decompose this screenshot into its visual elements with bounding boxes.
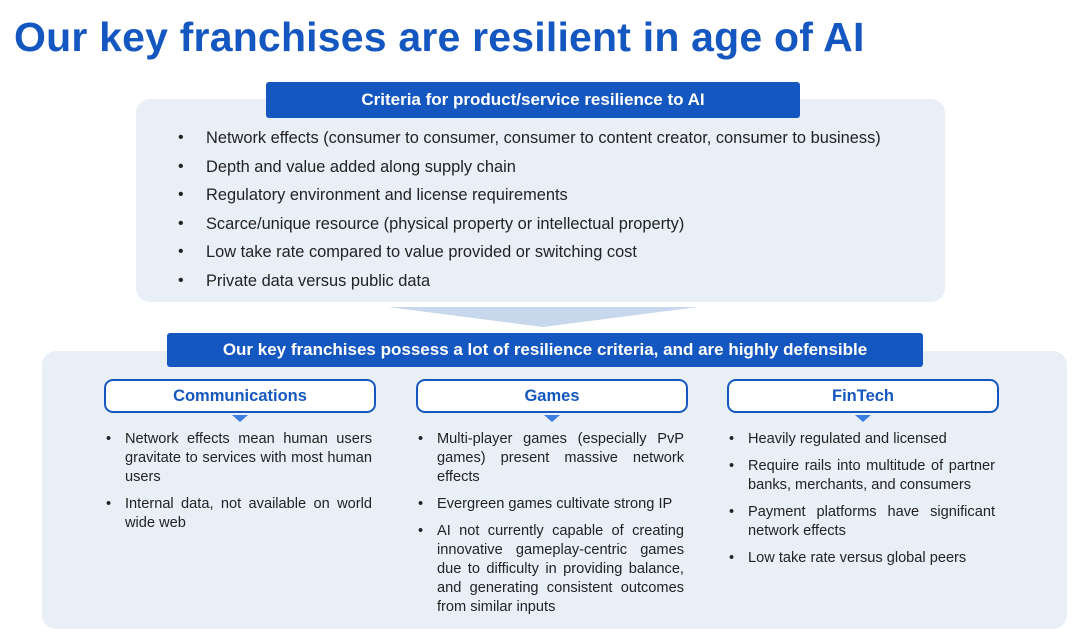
list-item: Heavily regulated and licensed — [727, 430, 999, 449]
summary-header: Our key franchises possess a lot of resi… — [167, 333, 923, 367]
list-item: Internal data, not available on world wi… — [104, 495, 376, 533]
criteria-list: Network effects (consumer to consumer, c… — [178, 124, 881, 296]
column-title-communications: Communications — [104, 379, 376, 413]
list-item: Evergreen games cultivate strong IP — [416, 495, 688, 514]
communications-list: Network effects mean human users gravita… — [104, 430, 376, 533]
pointer-down-icon — [232, 415, 248, 422]
criteria-item: Depth and value added along supply chain — [178, 153, 881, 182]
list-item: Network effects mean human users gravita… — [104, 430, 376, 487]
column-games: Games Multi-player games (especially PvP… — [416, 379, 688, 625]
list-item: Payment platforms have significant netwo… — [727, 503, 999, 541]
list-item: Require rails into multitude of partner … — [727, 457, 999, 495]
list-item: Multi-player games (especially PvP games… — [416, 430, 688, 487]
pointer-down-icon — [855, 415, 871, 422]
criteria-item: Regulatory environment and license requi… — [178, 181, 881, 210]
pointer-down-icon — [544, 415, 560, 422]
criteria-item: Scarce/unique resource (physical propert… — [178, 210, 881, 239]
list-item: AI not currently capable of creating inn… — [416, 522, 688, 617]
criteria-item: Private data versus public data — [178, 267, 881, 296]
funnel-arrow — [388, 307, 698, 327]
column-fintech: FinTech Heavily regulated and licensed R… — [727, 379, 999, 576]
criteria-item: Low take rate compared to value provided… — [178, 238, 881, 267]
column-communications: Communications Network effects mean huma… — [104, 379, 376, 541]
fintech-list: Heavily regulated and licensed Require r… — [727, 430, 999, 568]
page-title: Our key franchises are resilient in age … — [14, 14, 865, 60]
criteria-item: Network effects (consumer to consumer, c… — [178, 124, 881, 153]
games-list: Multi-player games (especially PvP games… — [416, 430, 688, 617]
column-title-fintech: FinTech — [727, 379, 999, 413]
criteria-header: Criteria for product/service resilience … — [266, 82, 800, 118]
list-item: Low take rate versus global peers — [727, 549, 999, 568]
column-title-games: Games — [416, 379, 688, 413]
